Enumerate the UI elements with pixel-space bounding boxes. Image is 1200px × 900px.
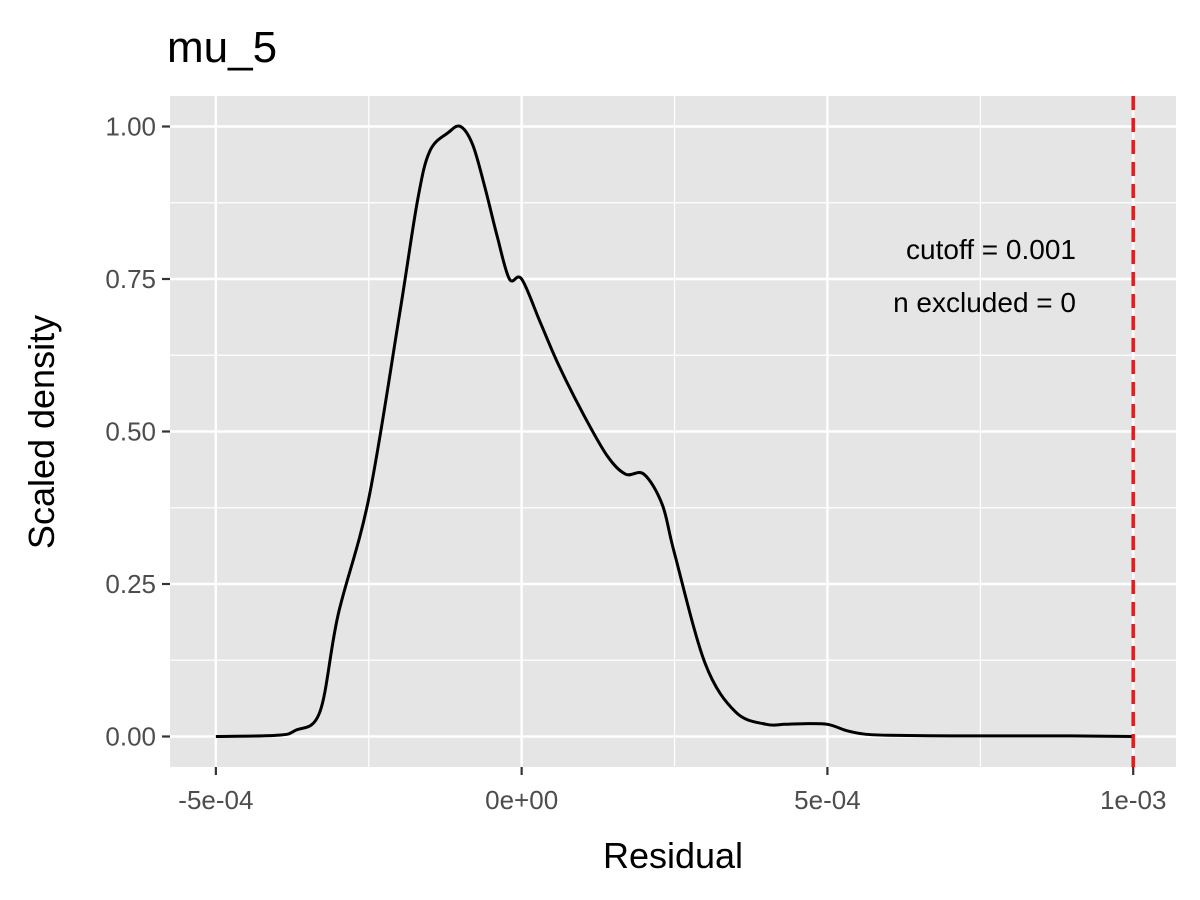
x-tick-label: 5e-04 <box>794 785 861 815</box>
x-axis-ticks: -5e-04 0e+00 5e-04 1e-03 <box>178 767 1166 815</box>
y-axis-ticks: 0.00 0.25 0.50 0.75 1.00 <box>105 112 170 752</box>
y-tick-label: 1.00 <box>105 112 156 142</box>
y-axis-title: Scaled density <box>21 315 62 549</box>
x-axis-title: Residual <box>603 835 743 876</box>
y-tick-label: 0.25 <box>105 569 156 599</box>
x-tick-label: -5e-04 <box>178 785 253 815</box>
y-tick-label: 0.75 <box>105 264 156 294</box>
annotation-cutoff: cutoff = 0.001 <box>906 234 1076 265</box>
x-tick-label: 1e-03 <box>1100 785 1167 815</box>
chart-title: mu_5 <box>167 23 277 72</box>
x-tick-label: 0e+00 <box>485 785 558 815</box>
y-tick-label: 0.50 <box>105 417 156 447</box>
y-tick-label: 0.00 <box>105 722 156 752</box>
annotation-n-excluded: n excluded = 0 <box>893 287 1076 318</box>
